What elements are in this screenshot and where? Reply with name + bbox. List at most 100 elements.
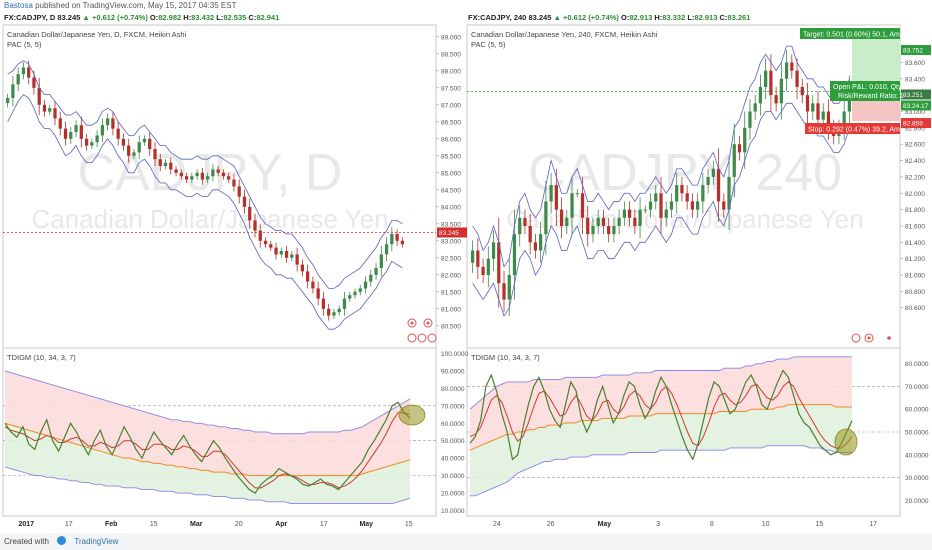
right-candle[interactable]	[706, 176, 710, 186]
left-candle[interactable]	[248, 206, 252, 221]
right-candle[interactable]	[591, 225, 595, 235]
left-candle[interactable]	[384, 244, 389, 255]
left-candle[interactable]	[358, 288, 362, 292]
left-candle[interactable]	[200, 172, 204, 180]
right-candle[interactable]	[470, 250, 475, 263]
left-candle[interactable]	[311, 281, 315, 289]
right-candle[interactable]	[544, 201, 548, 235]
left-candle[interactable]	[300, 264, 304, 272]
left-candle[interactable]	[58, 118, 62, 129]
left-candle[interactable]	[21, 67, 26, 75]
tradingview-link[interactable]: TradingView	[74, 537, 119, 546]
right-candle[interactable]	[586, 217, 590, 235]
left-candle[interactable]	[216, 169, 220, 173]
right-candle[interactable]	[716, 168, 721, 202]
left-candle[interactable]	[269, 244, 273, 248]
target-zone[interactable]	[852, 30, 900, 85]
right-candle[interactable]	[559, 209, 564, 226]
right-candle[interactable]	[518, 217, 522, 235]
right-candle[interactable]	[481, 266, 485, 276]
left-candle[interactable]	[137, 142, 141, 153]
left-candle[interactable]	[37, 87, 41, 105]
left-candle[interactable]	[316, 288, 320, 299]
left-candle[interactable]	[121, 138, 126, 146]
left-candle[interactable]	[363, 281, 368, 289]
right-candle[interactable]	[779, 78, 783, 104]
left-symbol[interactable]: FX:CADJPY, D	[4, 13, 56, 22]
left-candle[interactable]	[53, 108, 57, 119]
right-highlight-ellipse[interactable]	[834, 428, 858, 456]
right-candle[interactable]	[774, 95, 778, 104]
left-candle[interactable]	[306, 271, 310, 282]
right-candle[interactable]	[523, 217, 527, 226]
right-candle[interactable]	[539, 234, 543, 251]
right-candle[interactable]	[758, 86, 763, 104]
left-candle[interactable]	[79, 125, 83, 139]
left-candle[interactable]	[74, 125, 78, 132]
left-candle[interactable]	[206, 176, 210, 180]
right-candle[interactable]	[664, 209, 668, 218]
left-candle[interactable]	[327, 308, 331, 316]
event-flag-icon[interactable]	[427, 333, 437, 343]
right-candle[interactable]	[617, 217, 621, 226]
left-candle[interactable]	[232, 179, 236, 187]
right-candle[interactable]	[633, 217, 637, 226]
author-link[interactable]: Bastosa	[4, 1, 33, 10]
left-candle[interactable]	[100, 125, 104, 136]
right-candle[interactable]	[826, 111, 831, 128]
left-candle[interactable]	[195, 172, 199, 177]
right-candle[interactable]	[737, 144, 742, 153]
right-candle[interactable]	[565, 217, 569, 226]
right-candle[interactable]	[680, 185, 684, 194]
right-candle[interactable]	[795, 70, 799, 87]
left-candle[interactable]	[263, 240, 268, 245]
right-candle[interactable]	[805, 95, 810, 112]
right-candle[interactable]	[596, 217, 600, 226]
right-candle[interactable]	[722, 201, 726, 210]
left-candle[interactable]	[353, 291, 357, 296]
right-candle[interactable]	[659, 193, 663, 218]
event-flag-icon[interactable]	[417, 333, 427, 343]
right-candle[interactable]	[575, 193, 579, 195]
right-candle[interactable]	[732, 144, 736, 177]
right-candle[interactable]	[743, 127, 747, 153]
left-candle[interactable]	[6, 98, 10, 104]
left-candle[interactable]	[190, 176, 194, 180]
left-candle[interactable]	[332, 312, 336, 316]
right-candle[interactable]	[816, 103, 820, 120]
right-candle[interactable]	[753, 103, 757, 112]
right-candle[interactable]	[612, 225, 616, 235]
right-candle[interactable]	[701, 185, 705, 202]
left-candle[interactable]	[42, 104, 47, 112]
right-candle[interactable]	[800, 86, 804, 96]
right-symbol[interactable]: FX:CADJPY, 240	[468, 13, 527, 22]
right-candle[interactable]	[502, 283, 506, 300]
right-candle[interactable]	[607, 225, 611, 235]
left-candle[interactable]	[142, 138, 147, 143]
left-candle[interactable]	[227, 176, 231, 180]
charts-area[interactable]: CADJPY, D Canadian Dollar/Japanese Yen C…	[0, 24, 932, 533]
left-candle[interactable]	[274, 247, 278, 255]
right-candle[interactable]	[601, 217, 606, 226]
right-candle[interactable]	[669, 201, 674, 210]
left-candle[interactable]	[90, 142, 94, 146]
right-candle[interactable]	[580, 193, 585, 218]
left-candle[interactable]	[158, 159, 162, 166]
left-candle[interactable]	[106, 118, 110, 126]
left-candle[interactable]	[400, 240, 404, 245]
left-candle[interactable]	[32, 77, 36, 88]
right-candle[interactable]	[690, 201, 695, 210]
right-candle[interactable]	[842, 111, 846, 128]
left-candle[interactable]	[284, 251, 289, 258]
left-candle[interactable]	[16, 74, 20, 85]
left-candle[interactable]	[258, 230, 262, 241]
left-candle[interactable]	[63, 128, 68, 139]
right-candle[interactable]	[790, 62, 794, 71]
left-candle[interactable]	[116, 128, 120, 139]
left-candle[interactable]	[174, 169, 178, 173]
right-candle[interactable]	[507, 275, 511, 300]
right-candle[interactable]	[486, 258, 490, 276]
right-candle[interactable]	[638, 209, 642, 226]
right-candle[interactable]	[648, 201, 653, 210]
right-candle[interactable]	[554, 185, 558, 210]
